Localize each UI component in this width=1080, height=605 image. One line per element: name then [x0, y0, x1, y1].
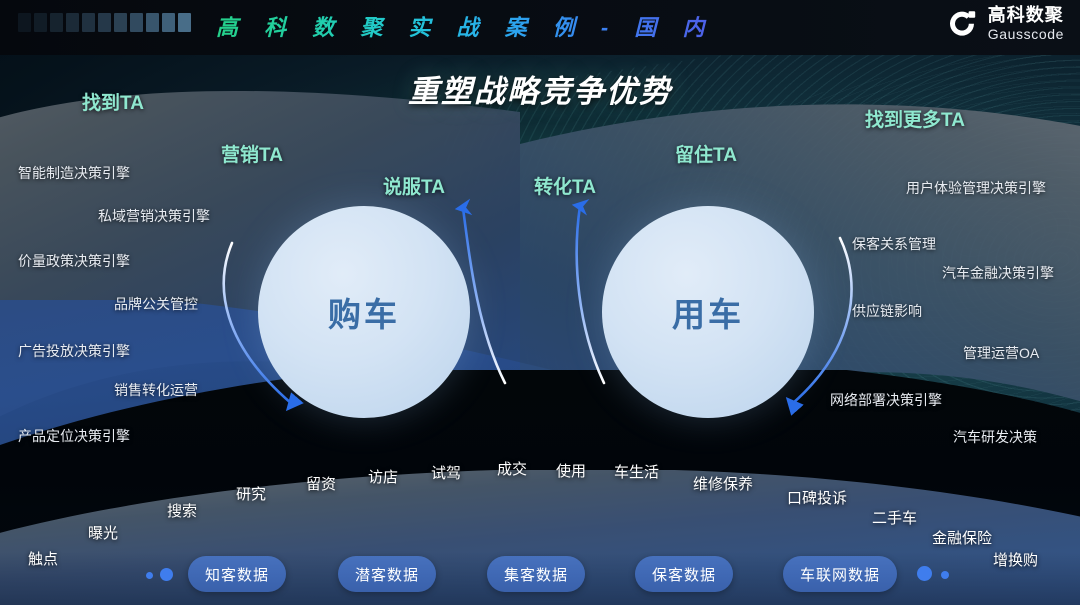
right-label-2: 保客关系管理 — [852, 236, 936, 252]
journey-stage-8: 成交 — [497, 461, 528, 478]
pill-dot-small-right — [941, 571, 949, 579]
left-label-4: 品牌公关管控 — [114, 296, 198, 312]
data-pill-1[interactable]: 知客数据 — [188, 556, 287, 592]
journey-stage-4: 研究 — [236, 486, 267, 503]
stage-circle-use-label: 用车 — [672, 296, 744, 333]
right-label-3: 汽车金融决策引擎 — [942, 265, 1054, 281]
stage-circle-buy: 购车 — [258, 206, 470, 418]
left-label-2: 私域营销决策引擎 — [98, 208, 210, 224]
ta-label-retain: 留住TA — [675, 145, 737, 166]
ta-label-find: 找到TA — [82, 93, 144, 114]
journey-stage-11: 维修保养 — [693, 476, 754, 493]
data-pill-4[interactable]: 保客数据 — [635, 556, 734, 592]
right-label-6: 网络部署决策引擎 — [830, 392, 942, 408]
ta-label-persuade: 说服TA — [383, 177, 445, 198]
journey-stage-1: 触点 — [28, 551, 59, 568]
journey-stage-13: 二手车 — [872, 510, 918, 527]
right-label-7: 汽车研发决策 — [953, 429, 1037, 445]
right-label-5: 管理运营OA — [963, 345, 1040, 361]
logo-text: 高科数聚 Gausscode — [988, 6, 1064, 41]
right-label-1: 用户体验管理决策引擎 — [906, 180, 1046, 196]
ta-label-market: 营销TA — [221, 145, 283, 166]
journey-stage-6: 访店 — [368, 469, 399, 486]
journey-stage-5: 留资 — [306, 476, 337, 493]
journey-stage-14: 金融保险 — [932, 530, 993, 547]
left-label-5: 广告投放决策引擎 — [18, 343, 130, 359]
journey-stage-9: 使用 — [556, 463, 587, 480]
left-label-6: 销售转化运营 — [114, 382, 198, 398]
left-label-3: 价量政策决策引擎 — [18, 253, 130, 269]
page-header: 高 科 数 聚 实 战 案 例 - 国 内 高科数聚 Gausscode — [0, 0, 1080, 55]
pill-dot-large-right — [917, 566, 932, 581]
stage-circle-use: 用车 — [602, 206, 814, 418]
journey-stage-12: 口碑投诉 — [787, 490, 848, 507]
logo-name-en: Gausscode — [987, 26, 1064, 42]
journey-stage-2: 曝光 — [88, 525, 119, 542]
pixel-bar-decoration — [18, 12, 191, 32]
journey-stage-3: 搜索 — [167, 503, 198, 520]
data-pill-3[interactable]: 集客数据 — [487, 556, 586, 592]
pill-dot-large-left — [160, 568, 173, 581]
right-label-4: 供应链影响 — [852, 303, 922, 319]
left-label-7: 产品定位决策引擎 — [18, 428, 130, 444]
journey-stage-7: 试驾 — [431, 465, 462, 482]
data-pill-2[interactable]: 潜客数据 — [338, 556, 437, 592]
ta-label-find-more: 找到更多TA — [865, 110, 965, 131]
gausscode-logo-icon — [945, 7, 979, 41]
brand-logo: 高科数聚 Gausscode — [945, 6, 1064, 41]
header-title: 高 科 数 聚 实 战 案 例 - 国 内 — [216, 8, 714, 44]
ta-label-convert: 转化TA — [534, 177, 596, 198]
journey-stage-10: 车生活 — [614, 464, 660, 481]
data-pill-5[interactable]: 车联网数据 — [783, 556, 898, 592]
logo-name-cn: 高科数聚 — [987, 5, 1064, 25]
stage-circle-buy-label: 购车 — [328, 296, 400, 333]
pill-dot-small-left — [146, 572, 153, 579]
left-label-1: 智能制造决策引擎 — [18, 165, 130, 181]
journey-stage-15: 增换购 — [993, 552, 1039, 569]
